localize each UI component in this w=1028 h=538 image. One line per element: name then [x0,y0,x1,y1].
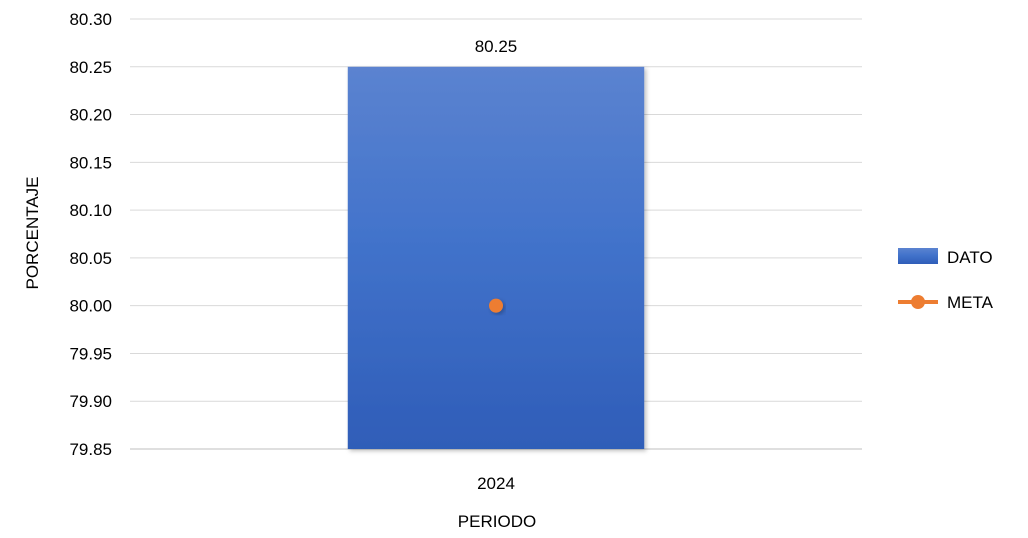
y-tick-label: 79.95 [69,344,112,363]
y-tick-label: 80.05 [69,249,112,268]
meta-point [489,298,503,313]
y-tick-label: 80.30 [69,10,112,29]
y-tick-label: 80.10 [69,201,112,220]
y-axis-label: PORCENTAJE [23,176,42,289]
line-series [489,298,503,313]
y-tick-label: 80.20 [69,106,112,125]
y-tick-label: 79.90 [69,392,112,411]
y-tick-label: 80.15 [69,153,112,172]
data-label: 80.25 [475,37,518,56]
legend: DATO META [898,248,994,312]
bar-dato [347,66,645,450]
legend-label-dato: DATO [947,248,993,267]
y-tick-label: 79.85 [69,440,112,459]
y-axis-tick-labels: 80.30 80.25 80.20 80.15 80.10 80.05 80.00 79.95… [69,10,112,459]
x-axis-tick-labels: 2024 [477,474,515,493]
x-axis-label: PERIODO [458,512,536,531]
bar-series: 80.25 [347,37,645,450]
y-tick-label: 80.00 [69,297,112,316]
legend-label-meta: META [947,293,994,312]
legend-swatch-dato [898,248,938,264]
y-tick-label: 80.25 [69,58,112,77]
legend-marker-meta [911,295,925,309]
x-tick-label: 2024 [477,474,515,493]
